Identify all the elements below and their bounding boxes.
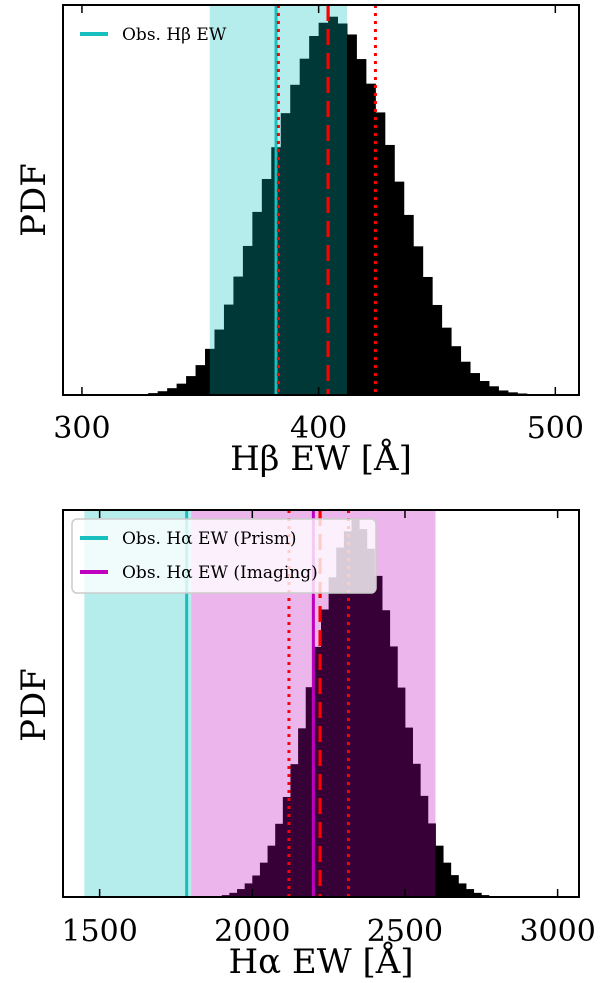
halpha-x-tick-label: 2000: [214, 914, 290, 949]
halpha-hist-bar: [275, 823, 284, 897]
halpha-hist-bar: [305, 687, 314, 897]
halpha-hist-bar: [259, 862, 268, 897]
hbeta-hist-bar: [337, 23, 348, 395]
halpha-hist-bar: [412, 763, 421, 897]
halpha-hist-bar: [450, 875, 459, 897]
hbeta-hist-bar: [498, 390, 509, 395]
hbeta-hist-bar: [441, 327, 452, 395]
halpha-plot-area: [84, 510, 490, 897]
hbeta-x-axis-label: Hβ EW [Å]: [230, 438, 412, 479]
hbeta-hist-bar: [460, 361, 471, 395]
hbeta-y-axis-label: PDF: [14, 163, 54, 237]
halpha-hist-bar: [473, 892, 482, 897]
hbeta-hist-bar: [403, 214, 414, 395]
hbeta-hist-bar: [394, 181, 405, 395]
halpha-hist-bar: [282, 797, 291, 897]
halpha-axes-frame: [62, 509, 580, 898]
hbeta-hist-bar: [252, 211, 263, 395]
halpha-hist-bar: [366, 548, 375, 897]
legend-label-imaging: Obs. Hα EW (Imaging): [122, 563, 318, 583]
hbeta-hist-bar: [479, 381, 490, 395]
hbeta-hist-bar: [347, 34, 357, 395]
halpha-x-tick-label: 3000: [519, 914, 595, 949]
halpha-x-tick-label: 1500: [61, 914, 137, 949]
halpha-y-axis-label: PDF: [14, 668, 54, 742]
legend-label-hbeta: Obs. Hβ EW: [122, 25, 227, 45]
halpha-hist-bar: [290, 764, 299, 897]
hbeta-x-ticks: 300 400 500: [53, 5, 584, 446]
halpha-panel: 1500 2000 2500 3000 PDF Hα EW [Å] Obs. Hα E…: [14, 509, 596, 982]
halpha-hist-bar: [252, 875, 261, 897]
hbeta-hist-bar: [384, 144, 395, 395]
halpha-hist-bar: [404, 727, 413, 897]
halpha-hist-bar: [351, 519, 360, 897]
hbeta-hist-bar: [195, 365, 206, 395]
halpha-hist-bar: [466, 889, 475, 897]
halpha-x-ticks: 1500 2000 2500 3000: [61, 510, 596, 949]
hbeta-hist-bar: [167, 388, 178, 395]
halpha-legend: Obs. Hα EW (Prism) Obs. Hα EW (Imaging): [71, 518, 377, 594]
halpha-hist-bar: [321, 609, 330, 897]
halpha-hist-bar: [389, 646, 398, 897]
hbeta-hist-bar: [176, 383, 187, 395]
halpha-hist-bar: [237, 889, 246, 897]
halpha-x-tick-label: 2500: [367, 914, 443, 949]
halpha-hist-bar: [427, 823, 436, 897]
hbeta-hist-bar: [242, 245, 253, 395]
hbeta-hist-bar: [413, 246, 424, 395]
hbeta-plot-area: [138, 5, 537, 396]
halpha-x-axis-label: Hα EW [Å]: [228, 941, 413, 982]
hbeta-hist-bar: [365, 83, 376, 395]
halpha-hist-bar: [443, 862, 452, 897]
hbeta-hist-bar: [432, 304, 443, 395]
halpha-hist-bar: [267, 845, 276, 897]
hbeta-hist-bar: [186, 376, 196, 395]
halpha-hist-bar: [313, 646, 322, 897]
hbeta-hist-bar: [375, 112, 386, 395]
hbeta-hist-bar: [451, 346, 462, 395]
halpha-hist-bar: [336, 547, 345, 897]
hbeta-hist-bar: [328, 16, 338, 395]
hbeta-hist-bar: [422, 276, 433, 395]
hbeta-hist-bar: [356, 59, 367, 395]
hbeta-hist-bar: [205, 348, 215, 395]
hbeta-hist-bar: [489, 386, 499, 395]
hbeta-x-tick-label: 400: [290, 411, 347, 446]
halpha-hist-bar: [359, 529, 368, 897]
halpha-hist-bar: [244, 883, 253, 897]
hbeta-hist-bar: [223, 304, 234, 395]
hbeta-hist-bar: [470, 373, 480, 395]
halpha-hist-bar: [374, 575, 383, 897]
hbeta-hist-bar: [261, 178, 272, 395]
hbeta-hist-bar: [507, 392, 518, 395]
hbeta-axes-frame: [62, 4, 580, 396]
hbeta-hist-bar: [214, 329, 225, 395]
halpha-hist-bar: [328, 577, 337, 897]
hbeta-hist-bar: [318, 22, 329, 395]
halpha-hist-bar: [229, 892, 238, 897]
halpha-hist-bar: [343, 531, 352, 897]
legend-label-prism: Obs. Hα EW (Prism): [122, 529, 296, 549]
hbeta-hist-bar: [299, 58, 310, 396]
halpha-hist-bar: [298, 728, 307, 897]
hbeta-hist-bar: [290, 84, 301, 395]
hbeta-x-tick-label: 300: [53, 411, 110, 446]
halpha-hist-bar: [397, 687, 406, 897]
hbeta-hist-bar: [157, 391, 168, 395]
halpha-hist-bar: [458, 883, 467, 897]
halpha-hist-bar: [435, 845, 444, 897]
hbeta-x-tick-label: 500: [527, 411, 584, 446]
hbeta-hist-bar: [233, 276, 244, 395]
hbeta-panel: 300 400 500 PDF Hβ EW [Å] Obs. Hβ EW: [14, 4, 584, 479]
halpha-hist-bar: [382, 610, 391, 897]
hbeta-hist-bar: [309, 35, 320, 396]
hbeta-hist-bar: [280, 113, 291, 395]
hbeta-legend: Obs. Hβ EW: [80, 25, 227, 45]
legend-box: [71, 518, 377, 594]
halpha-hist-bar: [420, 795, 429, 897]
